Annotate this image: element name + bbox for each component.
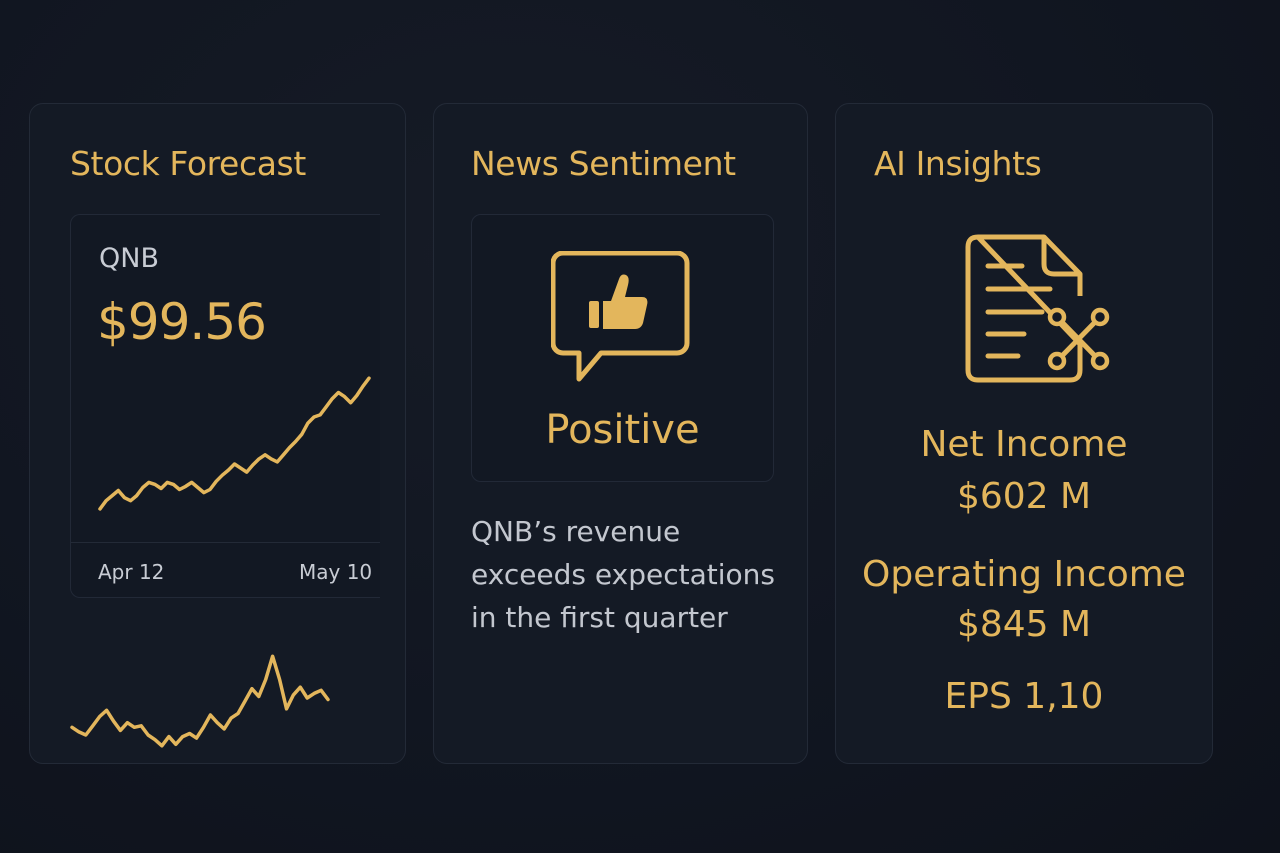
chart-start-date: Apr 12 <box>98 560 165 584</box>
quote-panel[interactable]: QNB $99.56 Apr 12 May 10 <box>70 214 380 598</box>
ai-insights-card: AI Insights Net Income $602 M Operating … <box>835 103 1213 764</box>
news-headline[interactable]: QNB’s revenue exceeds expectations in th… <box>471 515 775 634</box>
document-network-icon <box>965 234 1110 383</box>
sentiment-panel: Positive <box>471 214 774 482</box>
chart-end-date: May 10 <box>299 560 373 584</box>
eps-value: EPS 1,10 <box>944 676 1104 717</box>
thumbs-up-chat-icon <box>551 251 690 382</box>
operating-income-value: $845 M <box>956 604 1092 645</box>
news-sentiment-title: News Sentiment <box>471 144 736 183</box>
ai-insights-title: AI Insights <box>874 144 1042 183</box>
net-income-label: Net Income <box>920 424 1128 465</box>
stock-forecast-title: Stock Forecast <box>70 144 306 183</box>
mini-series-line <box>70 654 330 748</box>
stock-price: $99.56 <box>97 293 267 351</box>
ticker-symbol: QNB <box>99 243 159 274</box>
news-sentiment-card: News Sentiment Positive QNB’s revenue ex… <box>433 103 808 764</box>
sentiment-label: Positive <box>545 407 700 453</box>
mini-sparkline-chart <box>70 654 330 748</box>
forecast-line-chart <box>98 376 371 511</box>
operating-income-label: Operating Income <box>862 554 1186 595</box>
forecast-series-line <box>98 376 371 511</box>
panel-divider <box>71 542 380 543</box>
stock-forecast-card: Stock Forecast QNB $99.56 Apr 12 May 10 <box>29 103 406 764</box>
net-income-value: $602 M <box>956 476 1092 517</box>
